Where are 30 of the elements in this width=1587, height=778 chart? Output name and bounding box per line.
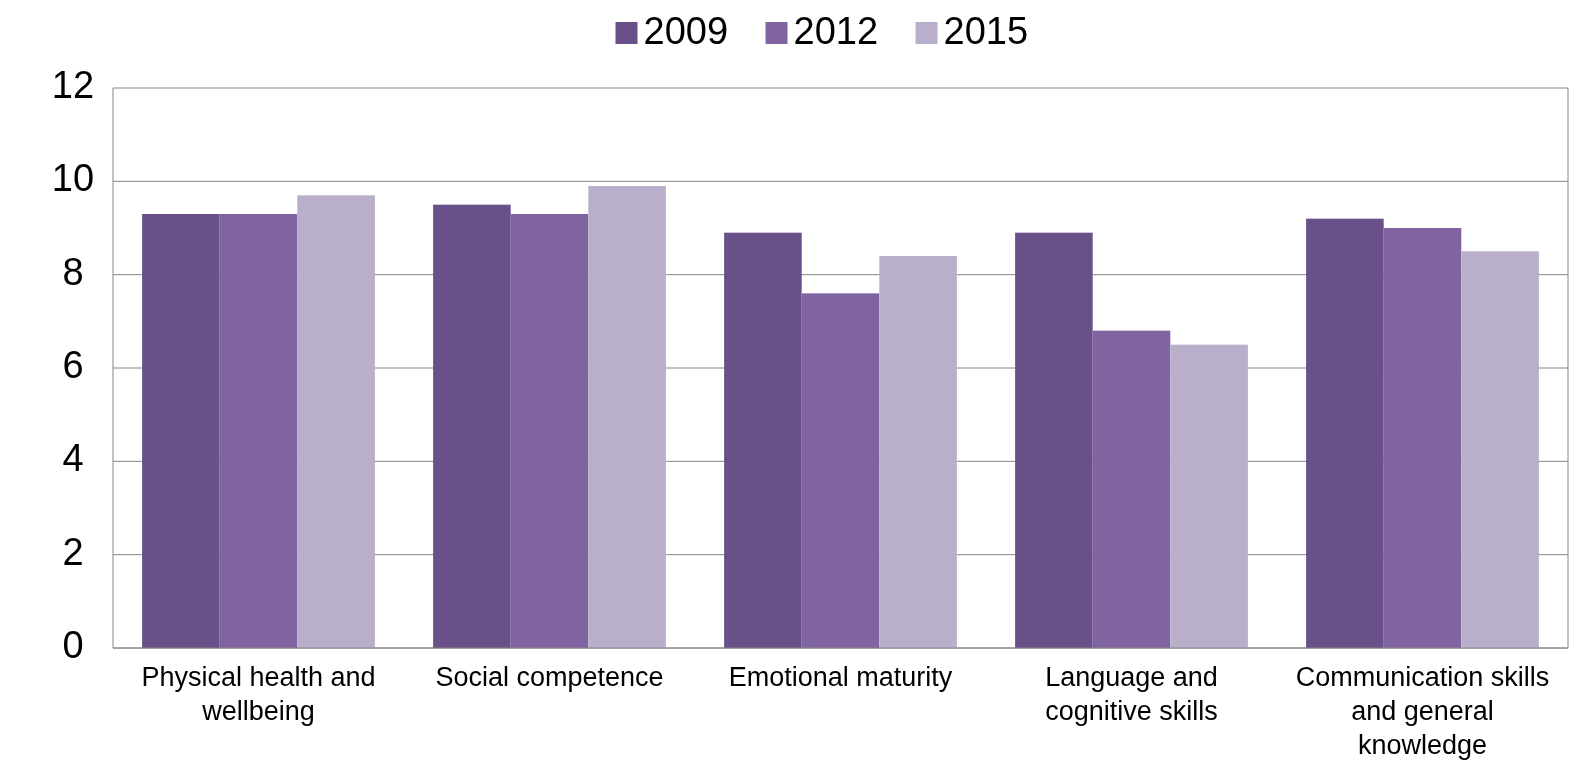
y-tick-label: 0 bbox=[62, 624, 84, 667]
y-tick-label: 10 bbox=[51, 157, 95, 200]
y-tick-label: 8 bbox=[62, 250, 84, 293]
legend-label: 2012 bbox=[793, 10, 879, 53]
y-tick-label: 4 bbox=[62, 437, 84, 480]
bar bbox=[297, 195, 375, 648]
bar bbox=[1306, 218, 1384, 648]
bar bbox=[724, 232, 802, 648]
x-tick-label: Physical health and wellbeing bbox=[141, 662, 376, 726]
x-tick-label: Emotional maturity bbox=[728, 662, 953, 692]
bar bbox=[142, 214, 220, 648]
bar bbox=[1015, 232, 1093, 648]
bar bbox=[588, 186, 666, 648]
legend-label: 2015 bbox=[943, 10, 1029, 53]
bar bbox=[1461, 251, 1539, 648]
legend-label: 2009 bbox=[643, 10, 729, 53]
x-tick-label: Social competence bbox=[435, 662, 664, 692]
bar bbox=[510, 214, 589, 648]
y-tick-label: 2 bbox=[62, 530, 84, 573]
y-tick-label: 6 bbox=[62, 344, 84, 387]
bar bbox=[879, 256, 957, 648]
x-tick-label: Communication skills and general knowledge bbox=[1295, 662, 1550, 760]
bar bbox=[1170, 344, 1248, 648]
bar bbox=[801, 293, 880, 648]
bar bbox=[219, 214, 298, 648]
bar bbox=[433, 204, 511, 648]
y-tick-label: 12 bbox=[51, 64, 95, 107]
bar bbox=[1092, 330, 1171, 648]
x-tick-label: Language and cognitive skills bbox=[1045, 662, 1218, 726]
bar bbox=[1383, 228, 1462, 648]
